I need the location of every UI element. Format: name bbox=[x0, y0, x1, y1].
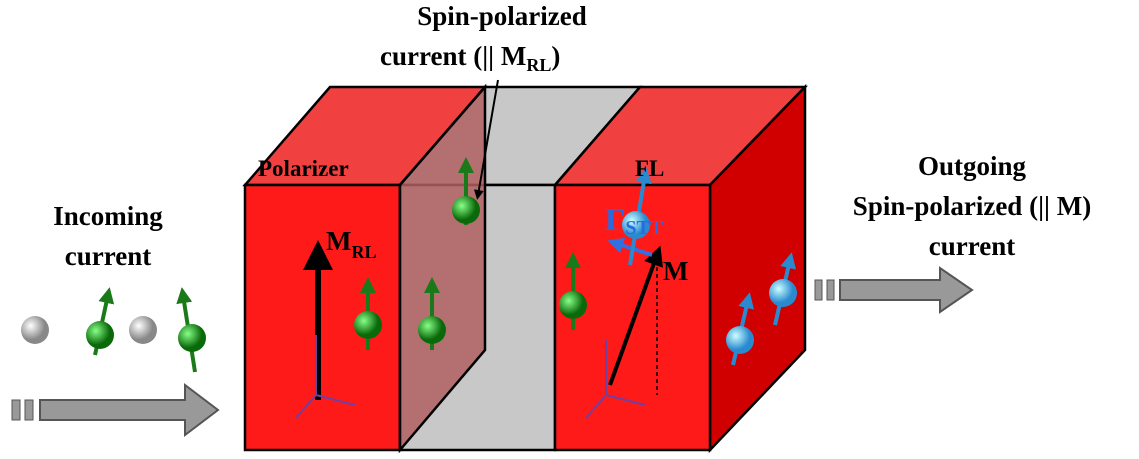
device-box bbox=[245, 87, 805, 450]
m-rl-sub: RL bbox=[351, 242, 376, 262]
top-label: current (|| MRL) bbox=[380, 41, 560, 75]
outgoing-label: Spin-polarized (|| M) bbox=[853, 191, 1091, 221]
diagram: Spin-polarized current (|| MRL) Incoming… bbox=[0, 0, 1139, 459]
fl-label: FL bbox=[635, 156, 664, 181]
top-label-text: current (|| M bbox=[380, 41, 526, 71]
torque-main: Γ bbox=[605, 201, 625, 237]
outgoing-label: current bbox=[929, 231, 1015, 261]
top-label: Spin-polarized bbox=[417, 1, 587, 31]
top-label-end: ) bbox=[551, 41, 560, 71]
incoming-label: current bbox=[65, 241, 151, 271]
torque-sub: STT bbox=[625, 217, 663, 239]
incoming-label: Incoming bbox=[53, 201, 163, 231]
m-rl-main: M bbox=[326, 226, 351, 256]
outgoing-label: Outgoing bbox=[918, 151, 1027, 181]
top-label-sub: RL bbox=[526, 55, 551, 75]
polarizer-label: Polarizer bbox=[258, 156, 349, 181]
m-label: M bbox=[663, 256, 688, 286]
